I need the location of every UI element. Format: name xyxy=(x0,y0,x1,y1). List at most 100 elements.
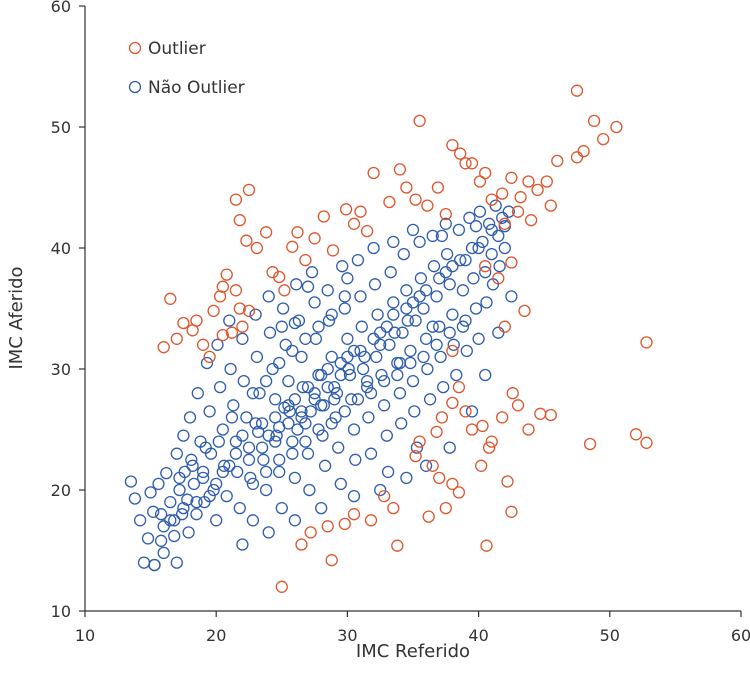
data-point xyxy=(133,514,147,527)
data-point xyxy=(147,505,160,518)
data-point xyxy=(157,546,170,560)
data-point xyxy=(242,453,256,466)
data-point xyxy=(291,226,304,239)
data-point xyxy=(498,217,511,230)
data-point xyxy=(480,296,493,309)
data-point xyxy=(522,423,535,436)
data-point xyxy=(233,214,246,227)
data-point xyxy=(334,477,347,491)
data-point xyxy=(492,326,505,339)
data-point xyxy=(157,520,170,533)
data-point xyxy=(305,266,319,279)
data-point xyxy=(295,411,308,424)
data-point xyxy=(236,429,249,442)
data-point xyxy=(309,332,323,345)
data-point xyxy=(295,405,308,418)
data-point xyxy=(377,399,391,412)
data-point xyxy=(433,471,446,485)
data-point xyxy=(212,435,225,448)
data-point xyxy=(259,374,273,388)
data-point xyxy=(380,429,393,442)
data-point xyxy=(354,290,367,303)
data-point xyxy=(435,229,449,243)
data-point xyxy=(443,441,456,454)
data-point xyxy=(439,217,452,230)
data-point xyxy=(266,362,279,376)
data-point xyxy=(216,465,229,479)
data-point xyxy=(437,380,450,394)
data-point xyxy=(472,241,485,255)
data-point xyxy=(288,316,302,330)
data-point xyxy=(170,332,183,345)
data-point xyxy=(345,393,358,406)
data-point xyxy=(400,471,413,485)
data-point xyxy=(308,296,321,309)
x-tick-label: 60 xyxy=(731,626,750,645)
data-point xyxy=(276,302,290,315)
data-point xyxy=(229,435,243,448)
data-point xyxy=(164,495,177,509)
y-tick-label: 10 xyxy=(51,602,71,621)
data-point xyxy=(465,405,479,418)
data-point xyxy=(465,157,479,170)
data-point xyxy=(286,435,299,448)
data-point xyxy=(288,393,302,406)
data-point xyxy=(440,247,454,261)
data-point xyxy=(485,223,498,237)
data-point xyxy=(160,466,173,480)
data-point xyxy=(312,320,325,333)
data-point xyxy=(431,181,445,194)
data-point xyxy=(240,411,253,424)
data-point xyxy=(211,338,224,351)
data-point xyxy=(275,501,288,515)
data-point xyxy=(524,214,538,227)
data-point xyxy=(328,393,341,406)
data-point xyxy=(275,580,288,593)
data-point xyxy=(414,272,428,285)
data-point xyxy=(430,290,443,303)
legend-marker-outlier xyxy=(128,41,142,55)
data-point xyxy=(443,326,456,339)
data-point xyxy=(304,526,317,539)
data-point xyxy=(368,278,382,291)
data-point xyxy=(325,308,338,321)
data-point xyxy=(196,465,210,479)
data-point xyxy=(246,387,260,400)
data-point xyxy=(203,405,216,418)
data-point xyxy=(371,308,384,321)
data-point xyxy=(173,471,186,485)
data-point xyxy=(321,380,334,394)
data-point xyxy=(404,356,417,370)
data-point xyxy=(199,441,212,454)
data-point xyxy=(387,501,400,515)
data-point xyxy=(446,344,459,358)
data-point xyxy=(387,235,400,249)
data-point xyxy=(317,399,330,412)
data-point xyxy=(485,193,498,206)
data-point xyxy=(210,477,223,491)
data-point xyxy=(177,501,190,515)
y-axis-title: IMC Aferido xyxy=(6,266,27,369)
x-axis-title: IMC Referido xyxy=(356,641,470,662)
data-point xyxy=(237,374,250,388)
data-point xyxy=(190,495,203,509)
data-point xyxy=(459,405,472,418)
data-point xyxy=(360,374,374,388)
data-point xyxy=(338,302,351,315)
data-point xyxy=(288,471,302,485)
data-point xyxy=(223,459,236,472)
data-point xyxy=(397,247,410,261)
data-point xyxy=(321,520,334,533)
data-point xyxy=(391,368,404,382)
data-point xyxy=(349,453,362,466)
y-tick-label: 40 xyxy=(51,239,71,258)
data-point xyxy=(308,387,321,400)
data-point xyxy=(183,411,197,424)
data-point xyxy=(408,405,421,418)
data-point xyxy=(225,326,239,339)
data-point xyxy=(456,320,470,333)
data-point xyxy=(423,393,437,406)
data-point xyxy=(358,350,371,364)
data-point xyxy=(338,405,351,418)
